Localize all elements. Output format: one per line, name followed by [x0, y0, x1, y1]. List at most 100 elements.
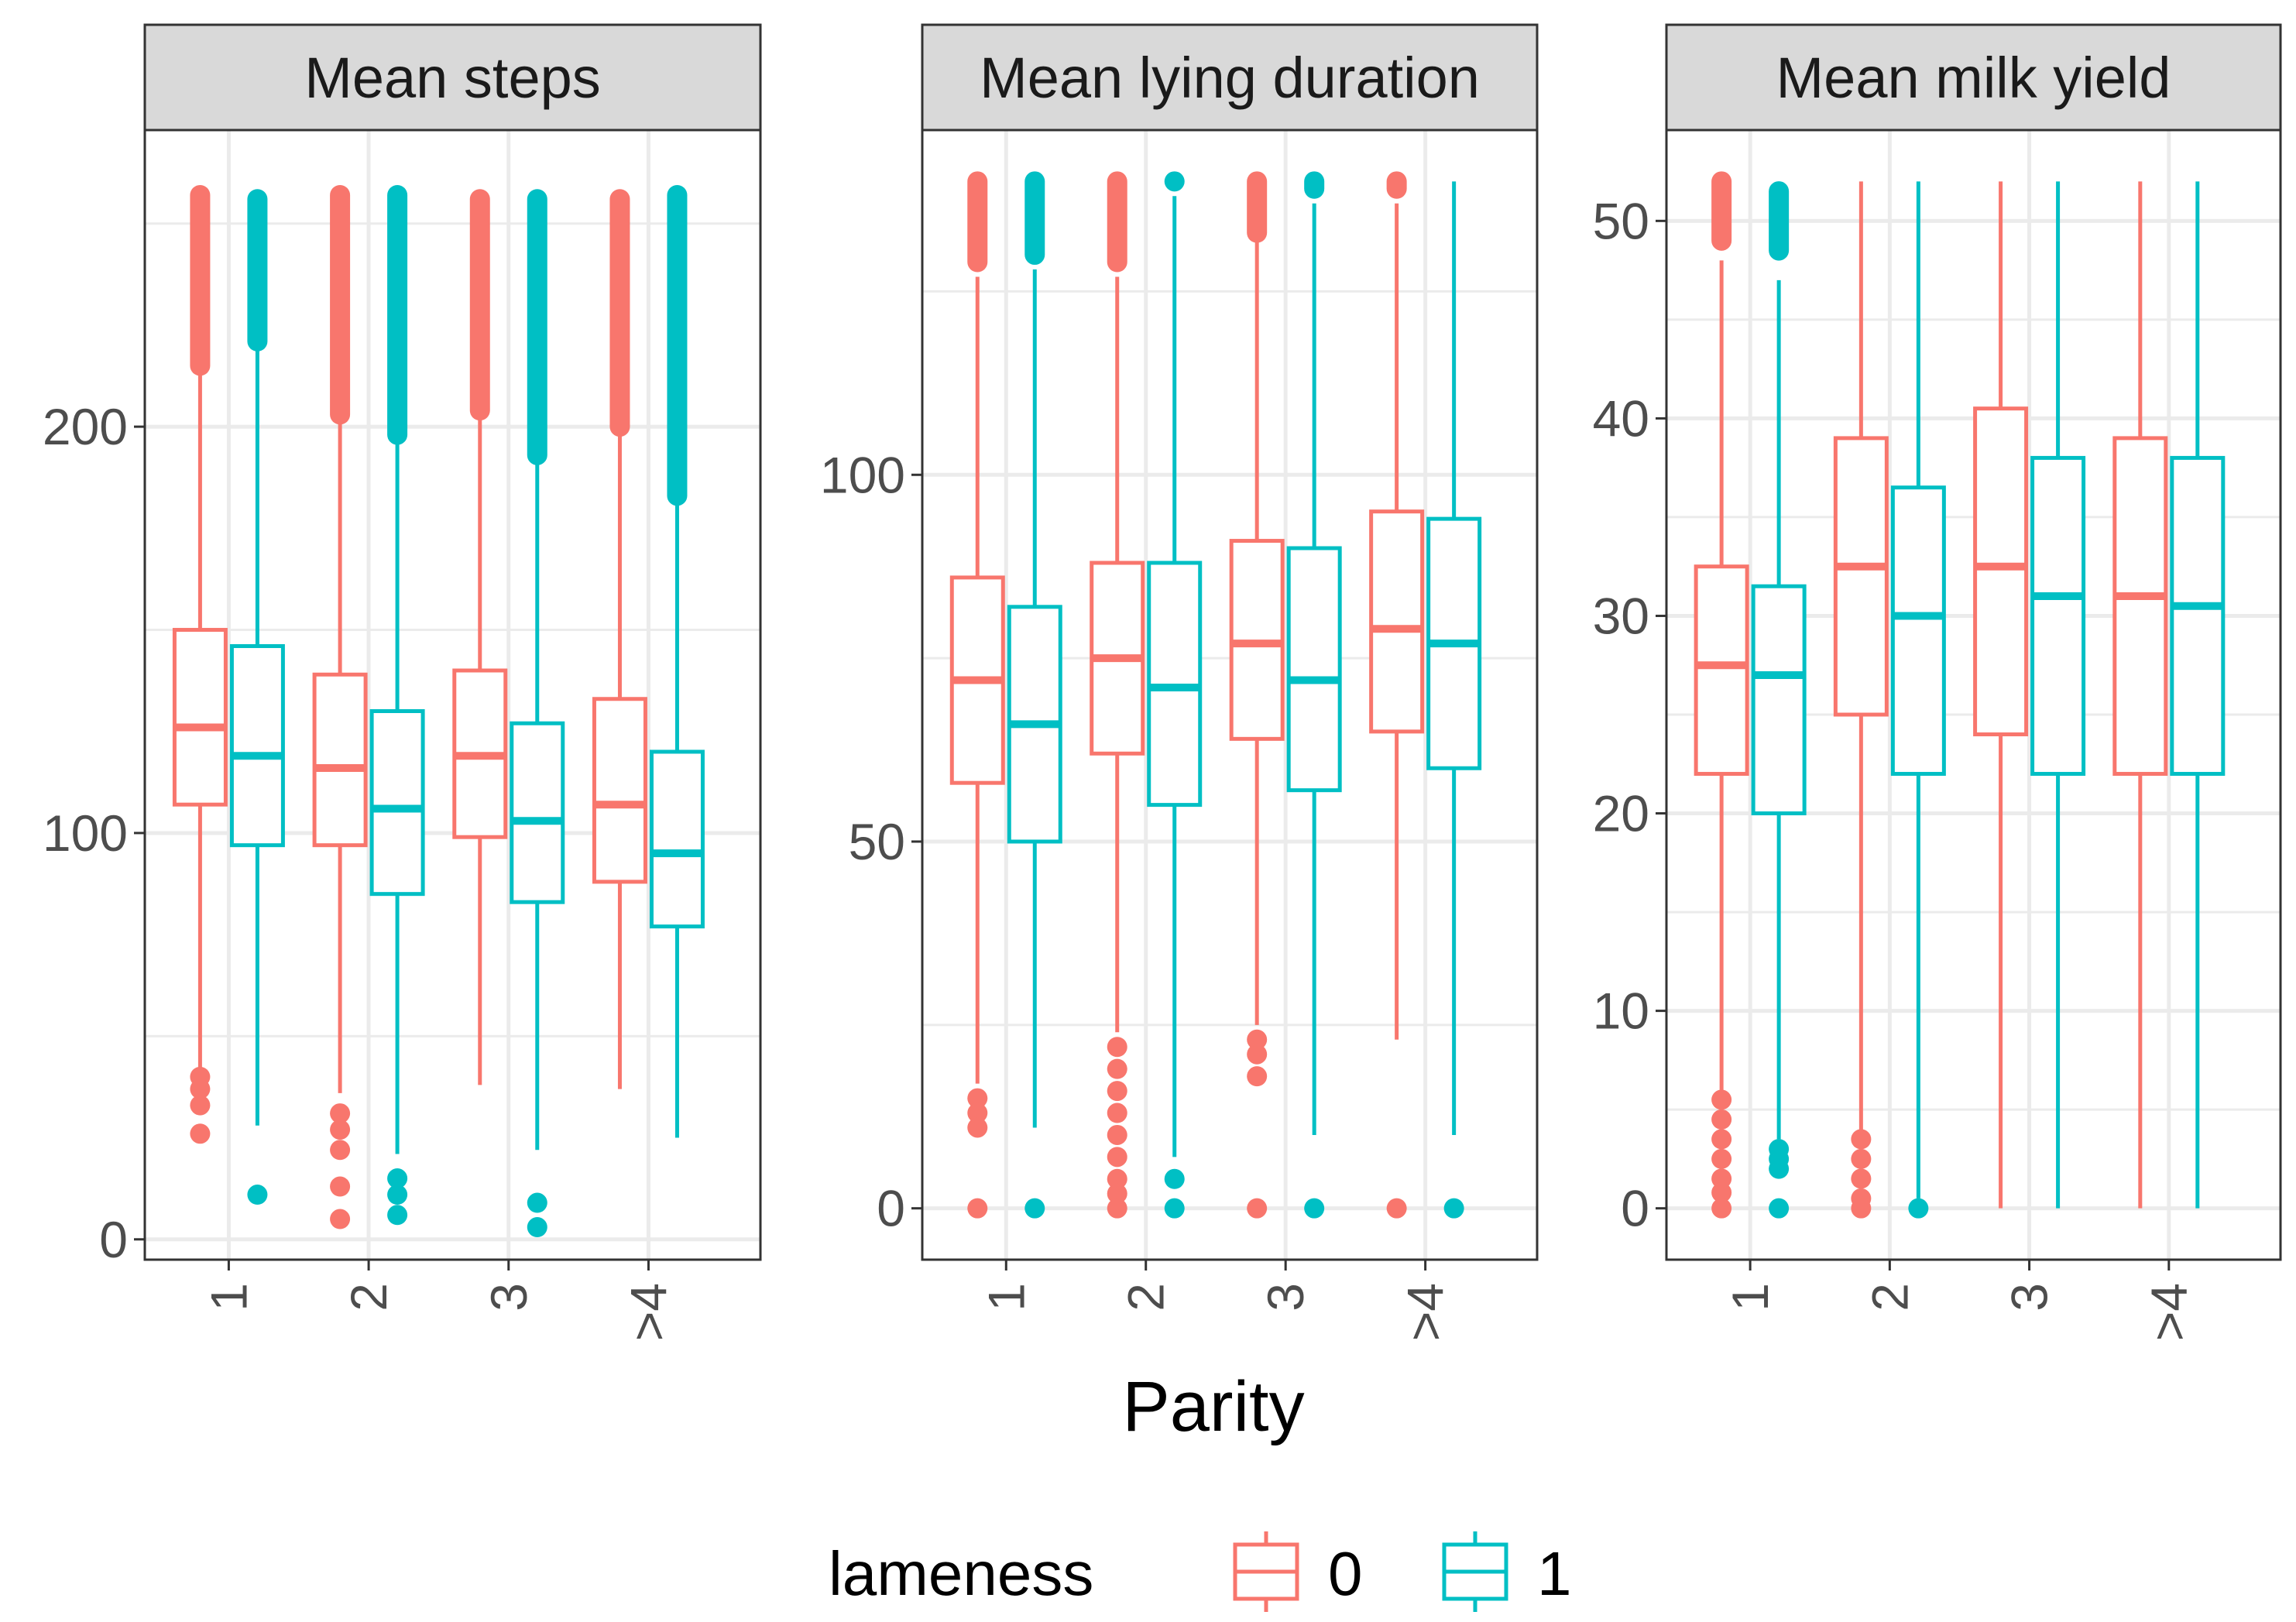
box-2-lameness-0 [1833, 181, 1889, 1219]
box-1-lameness-1 [1007, 171, 1062, 1219]
outlier-point [1443, 1198, 1464, 1219]
outlier-point [1711, 1168, 1732, 1189]
box-iqr [1286, 546, 1342, 793]
y-tick-label: 0 [1621, 1180, 1649, 1237]
box-2-lameness-1 [1147, 171, 1203, 1219]
outlier-point [1247, 1066, 1268, 1087]
box-1-lameness-0 [1694, 171, 1749, 1219]
box->4-lameness-1 [2170, 181, 2226, 1209]
box-2-lameness-0 [312, 184, 368, 1229]
outlier-point [527, 1217, 547, 1238]
outlier-point [1851, 1148, 1872, 1169]
box-2-lameness-1 [1890, 181, 1946, 1219]
legend-title: lameness [829, 1539, 1093, 1608]
outlier-point [190, 1095, 211, 1116]
outlier-point [190, 1078, 211, 1099]
box-iqr [1694, 564, 1749, 777]
outlier-point [1711, 1148, 1732, 1169]
box-1-lameness-1 [1751, 181, 1807, 1219]
box->4-lameness-0 [1369, 171, 1425, 1219]
box-3-lameness-1 [1286, 171, 1342, 1219]
outlier-point [1247, 1198, 1268, 1219]
outlier-point [1908, 1198, 1929, 1219]
outlier-point [1107, 1198, 1127, 1219]
legend-label: 0 [1328, 1539, 1363, 1608]
outlier-point [1107, 1081, 1127, 1102]
facet-title: Mean milk yield [1776, 46, 2171, 110]
outlier-point [1107, 1168, 1127, 1189]
legend-key-1: 1 [1442, 1531, 1572, 1612]
box->4-lameness-0 [592, 189, 647, 1089]
outlier-point [1711, 1109, 1732, 1130]
legend-label: 1 [1537, 1539, 1572, 1608]
y-tick-label: 30 [1593, 587, 1649, 644]
box-3-lameness-0 [1229, 171, 1285, 1219]
x-tick-label: >4 [2140, 1283, 2198, 1341]
box-2-lameness-0 [1090, 171, 1145, 1219]
box-1-lameness-1 [229, 189, 285, 1205]
box-3-lameness-1 [510, 189, 565, 1238]
box-3-lameness-1 [2030, 181, 2086, 1209]
x-tick-label: 3 [2001, 1283, 2058, 1312]
x-tick-label: >4 [1397, 1283, 1454, 1341]
outlier-point [967, 1198, 988, 1219]
outlier-point [1711, 1198, 1732, 1219]
box-iqr [369, 708, 425, 897]
box-2-lameness-1 [369, 184, 425, 1226]
y-tick-label: 100 [820, 446, 905, 503]
outlier-point [1851, 1129, 1872, 1150]
outlier-point [1247, 1044, 1268, 1065]
outlier-point [1107, 1058, 1127, 1079]
x-tick-label: 1 [1721, 1283, 1779, 1312]
outlier-point [1769, 1158, 1790, 1179]
outlier-point [387, 1185, 408, 1205]
x-tick-label: 2 [1861, 1283, 1918, 1312]
box-iqr [312, 672, 368, 848]
facet-title: Mean steps [304, 46, 601, 110]
x-tick-label: 3 [480, 1283, 537, 1312]
outlier-point [330, 1103, 351, 1124]
x-tick-label: >4 [619, 1283, 677, 1341]
y-tick-label: 40 [1593, 389, 1649, 447]
box-iqr [2030, 455, 2086, 777]
box->4-lameness-0 [2112, 181, 2168, 1209]
legend-key-0: 0 [1233, 1531, 1363, 1612]
y-tick-label: 50 [1593, 192, 1649, 249]
outlier-point [527, 1192, 547, 1213]
box->4-lameness-1 [1426, 181, 1482, 1219]
panel-3: Mean milk yield 0 10 20 30 40 50 1 2 3 >4 [1593, 23, 2282, 1341]
y-tick-label: 100 [43, 804, 128, 862]
outlier-point [1711, 1182, 1732, 1203]
x-tick-label: 3 [1257, 1283, 1314, 1312]
outlier-point [1164, 1198, 1185, 1219]
box-iqr [172, 628, 228, 807]
y-tick-label: 0 [877, 1180, 905, 1237]
outlier-point [1769, 1198, 1790, 1219]
outlier-point [1107, 1037, 1127, 1058]
outlier-point [1304, 1198, 1325, 1219]
box-iqr [2112, 436, 2168, 777]
y-tick-label: 50 [849, 813, 905, 870]
outlier-point [1386, 1198, 1407, 1219]
box-3-lameness-0 [452, 189, 508, 1085]
box-iqr [1751, 584, 1807, 816]
box->4-lameness-1 [649, 184, 705, 1138]
box-iqr [649, 749, 705, 929]
box-iqr [510, 721, 565, 904]
y-tick-label: 10 [1593, 982, 1649, 1040]
box-3-lameness-0 [1973, 181, 2029, 1209]
outlier-point [190, 1123, 211, 1144]
box-1-lameness-0 [949, 171, 1005, 1219]
y-tick-label: 20 [1593, 785, 1649, 842]
box-iqr [1973, 406, 2029, 737]
outlier-point [1247, 1029, 1268, 1050]
box-iqr [592, 697, 647, 884]
outlier-point [967, 1117, 988, 1138]
outlier-point [1711, 1129, 1732, 1150]
outlier-point [1024, 1198, 1045, 1219]
facet-strip [143, 23, 762, 132]
box-iqr [1369, 509, 1425, 734]
outlier-point [1107, 1102, 1127, 1123]
